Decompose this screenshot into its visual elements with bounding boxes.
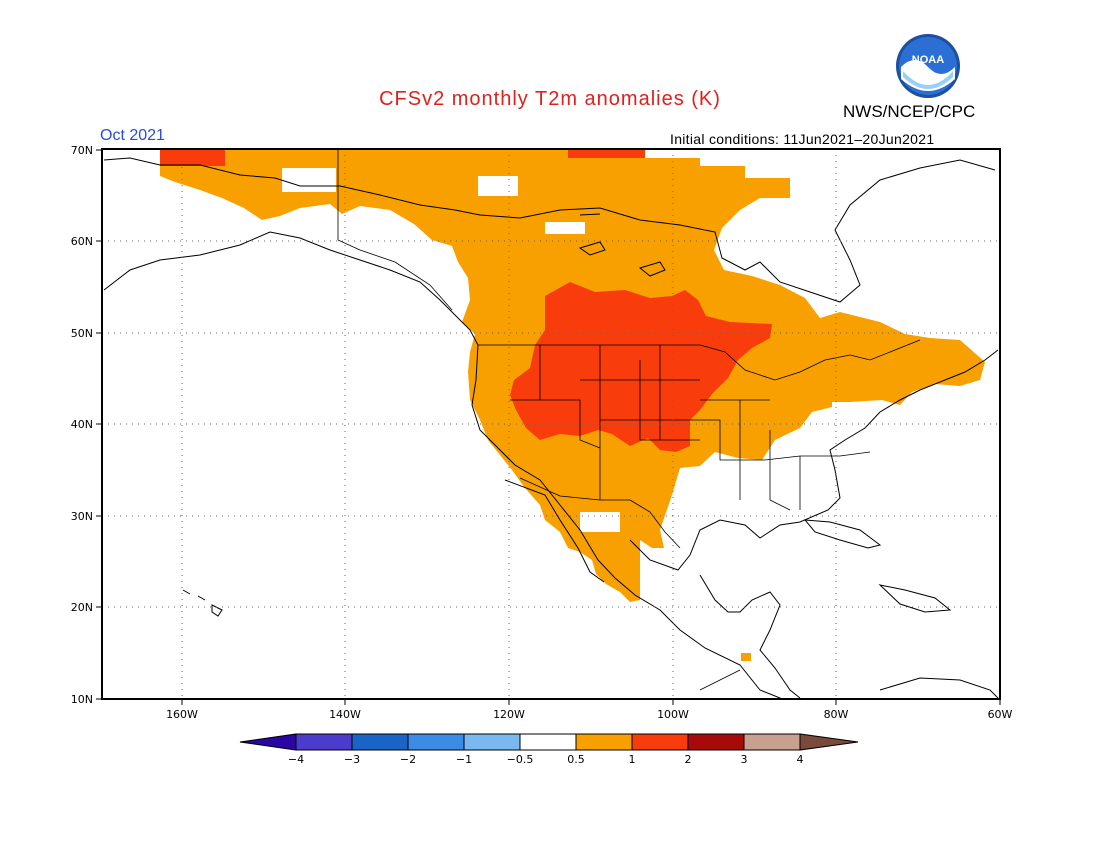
colorbar-label: −2 (400, 753, 416, 766)
lat-label: 70N (71, 144, 93, 157)
lon-label: 80W (824, 708, 849, 721)
initial-conditions: Initial conditions: 11Jun2021–20Jun2021 (670, 131, 935, 147)
colorbar-segment (295, 733, 353, 751)
anomaly-map: 10N 20N 30N 40N 50N 60N 70N 160W 140W 12… (71, 144, 1013, 721)
lon-label: 100W (657, 708, 689, 721)
lon-label: 160W (166, 708, 198, 721)
lat-label: 10N (71, 693, 93, 706)
colorbar-segment (631, 733, 689, 751)
borders (337, 150, 921, 691)
lat-label: 50N (71, 327, 93, 340)
colorbar-segment (519, 733, 577, 751)
lon-label: 140W (329, 708, 361, 721)
colorbar-segment (351, 733, 409, 751)
anomaly-dot-central-america (741, 653, 751, 661)
anomaly-region-red (160, 150, 772, 452)
colorbar-label: 4 (797, 753, 804, 766)
colorbar-label: 3 (741, 753, 748, 766)
lat-label: 40N (71, 418, 93, 431)
forecast-month: Oct 2021 (100, 127, 165, 144)
colorbar-segment (463, 733, 521, 751)
colorbar-label: 2 (685, 753, 692, 766)
lon-label: 120W (493, 708, 525, 721)
organization-label: NWS/NCEP/CPC (843, 102, 976, 121)
colorbar-segment (239, 733, 297, 751)
colorbar-segment (743, 733, 801, 751)
coastlines (103, 157, 999, 699)
colorbar-segment (407, 733, 465, 751)
colorbar-label: 1 (629, 753, 636, 766)
lat-label: 30N (71, 510, 93, 523)
noaa-logo: NOAA (895, 33, 961, 99)
colorbar-label: −4 (288, 753, 304, 766)
noaa-logo-text: NOAA (912, 54, 944, 66)
colorbar-segment (799, 733, 859, 751)
colorbar-segment (575, 733, 633, 751)
chart-title: CFSv2 monthly T2m anomalies (K) (379, 88, 721, 110)
lat-label: 20N (71, 601, 93, 614)
lat-label: 60N (71, 235, 93, 248)
lon-label: 60W (988, 708, 1013, 721)
colorbar-label: −3 (344, 753, 360, 766)
colorbar-label: −0.5 (507, 753, 534, 766)
colorbar-label: −1 (456, 753, 472, 766)
colorbar-segment (687, 733, 745, 751)
colorbar-label: 0.5 (567, 753, 585, 766)
